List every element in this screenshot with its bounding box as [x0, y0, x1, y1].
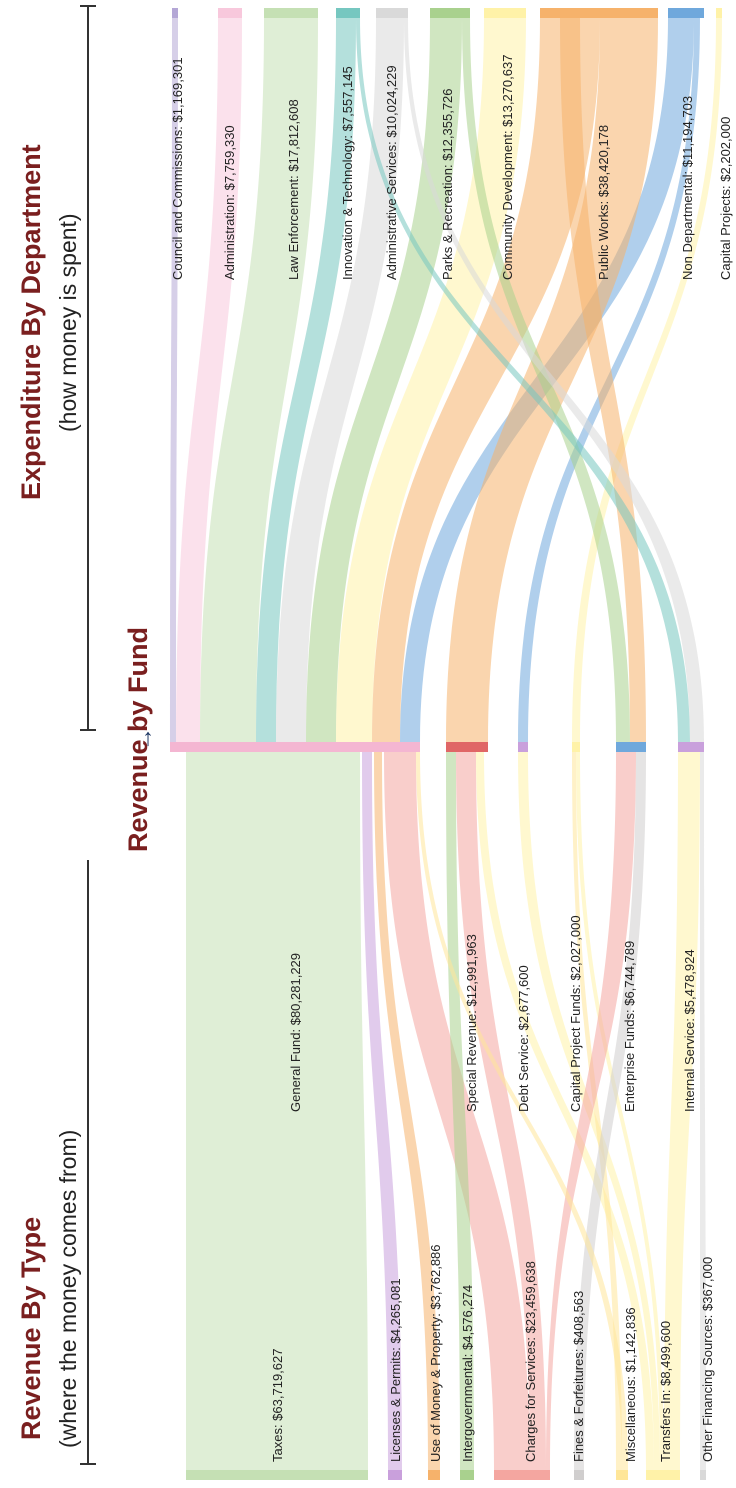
fund-label-enterprise: Enterprise Funds: $6,744,789 — [622, 941, 637, 1112]
flow-links — [170, 18, 722, 1470]
flow-fund-dept-7 — [372, 18, 600, 742]
flow-type-fund-10 — [546, 752, 636, 1470]
department-label-adminsvc: Administrative Services: $10,024,229 — [384, 65, 399, 280]
revenue-type-node-transfers — [646, 1470, 680, 1480]
department-label-innov: Innovation & Technology: $7,557,145 — [340, 66, 355, 280]
flow-type-fund-1 — [362, 752, 402, 1470]
fund-node-general — [170, 742, 420, 752]
fund-label-capproj: Capital Project Funds: $2,027,000 — [568, 915, 583, 1112]
department-label-nondept: Non Departmental: $11,194,703 — [680, 96, 695, 280]
department-node-capital — [716, 8, 722, 18]
flow-type-fund-2 — [374, 752, 440, 1470]
flow-fund-dept-5 — [306, 18, 462, 742]
revenue-type-label-transfers: Transfers In: $8,499,600 — [658, 1321, 673, 1462]
department-node-law — [264, 8, 318, 18]
flow-type-fund-13 — [700, 752, 706, 1470]
expenditure-title: Expenditure By Department — [16, 144, 46, 500]
revenue-type-label-charges: Charges for Services: $23,459,638 — [523, 1261, 538, 1462]
flow-fund-dept-4 — [276, 18, 404, 742]
fund-label-debt: Debt Service: $2,677,600 — [516, 965, 531, 1112]
revenue-type-label-money: Use of Money & Property: $3,762,886 — [428, 1244, 443, 1462]
department-node-publicworks — [540, 8, 658, 18]
revenue-type-node-licenses — [388, 1470, 402, 1480]
revenue-type-node-taxes — [186, 1470, 368, 1480]
revenue-type-node-otherfin — [700, 1470, 706, 1480]
flow-fund-dept-13 — [560, 18, 646, 742]
department-node-admin — [218, 8, 242, 18]
flow-fund-dept-2 — [200, 18, 318, 742]
flow-fund-dept-11 — [572, 18, 722, 742]
flow-type-fund-8 — [572, 752, 622, 1470]
node-labels: Taxes: $63,719,627 Licenses & Permits: $4… — [170, 55, 733, 1462]
fund-node-debt — [518, 742, 528, 752]
revenue-type-node-misc — [616, 1470, 628, 1480]
revenue-by-fund-title: Revenue by Fund — [123, 627, 153, 852]
node-bars — [170, 8, 722, 1480]
fund-label-internal: Internal Service: $5,478,924 — [682, 949, 697, 1112]
fund-label-general: General Fund: $80,281,229 — [288, 953, 303, 1112]
department-label-publicworks: Public Works: $38,420,178 — [596, 125, 611, 280]
department-label-council: Council and Commissions: $1,169,301 — [170, 57, 185, 280]
flow-type-fund-0 — [186, 752, 368, 1470]
flow-type-fund-9 — [576, 752, 664, 1470]
department-node-adminsvc — [376, 8, 408, 18]
revenue-type-label-intergov: Intergovernmental: $4,576,274 — [460, 1285, 475, 1462]
department-node-parks — [430, 8, 470, 18]
fund-node-special — [446, 742, 488, 752]
fund-node-capproj — [572, 742, 580, 752]
revenue-type-node-intergov — [460, 1470, 474, 1480]
revenue-by-type-title: Revenue By Type — [16, 1217, 46, 1440]
expenditure-header: Expenditure By Department (how money is … — [16, 5, 96, 731]
department-node-innov — [336, 8, 360, 18]
department-label-law: Law Enforcement: $17,812,608 — [286, 99, 301, 280]
revenue-type-node-fines — [574, 1470, 584, 1480]
revenue-type-node-charges — [494, 1470, 550, 1480]
flow-type-fund-11 — [574, 752, 646, 1470]
revenue-by-fund-header: Revenue by Fund → — [123, 627, 158, 852]
revenue-by-type-header: Revenue By Type (where the money comes f… — [16, 860, 96, 1465]
revenue-type-label-licenses: Licenses & Permits: $4,265,081 — [388, 1278, 403, 1462]
department-label-admin: Administration: $7,759,330 — [222, 125, 237, 280]
department-label-community: Community Development: $13,270,637 — [500, 55, 515, 280]
revenue-by-fund-arrow: → — [131, 727, 158, 751]
fund-node-internal — [678, 742, 704, 752]
revenue-by-type-subtitle: (where the money comes from) — [55, 1130, 81, 1448]
flow-fund-dept-15 — [404, 18, 704, 742]
revenue-type-label-otherfin: Other Financing Sources: $367,000 — [700, 1257, 715, 1462]
fund-label-special: Special Revenue: $12,991,963 — [464, 934, 479, 1112]
department-node-council — [172, 8, 178, 18]
flow-type-fund-4 — [446, 752, 474, 1470]
flow-type-fund-5 — [456, 752, 546, 1470]
flow-fund-dept-0 — [170, 18, 178, 742]
department-node-community — [484, 8, 526, 18]
flow-type-fund-6 — [476, 752, 654, 1470]
department-label-capital: Capital Projects: $2,202,000 — [718, 117, 733, 280]
flow-fund-dept-1 — [176, 18, 242, 742]
revenue-type-label-misc: Miscellaneous: $1,142,836 — [623, 1307, 638, 1462]
flow-fund-dept-14 — [356, 18, 690, 742]
revenue-type-label-fines: Fines & Forfeitures: $408,563 — [571, 1291, 586, 1462]
department-label-parks: Parks & Recreation: $12,355,726 — [440, 88, 455, 280]
revenue-type-node-money — [428, 1470, 440, 1480]
expenditure-subtitle: (how money is spent) — [55, 213, 81, 432]
flow-fund-dept-3 — [256, 18, 356, 742]
flow-type-fund-14 — [416, 752, 628, 1470]
flow-type-fund-12 — [664, 752, 700, 1470]
flow-fund-dept-12 — [462, 18, 630, 742]
revenue-type-label-taxes: Taxes: $63,719,627 — [270, 1349, 285, 1462]
department-node-nondept — [668, 8, 704, 18]
fund-node-enterprise — [616, 742, 646, 752]
